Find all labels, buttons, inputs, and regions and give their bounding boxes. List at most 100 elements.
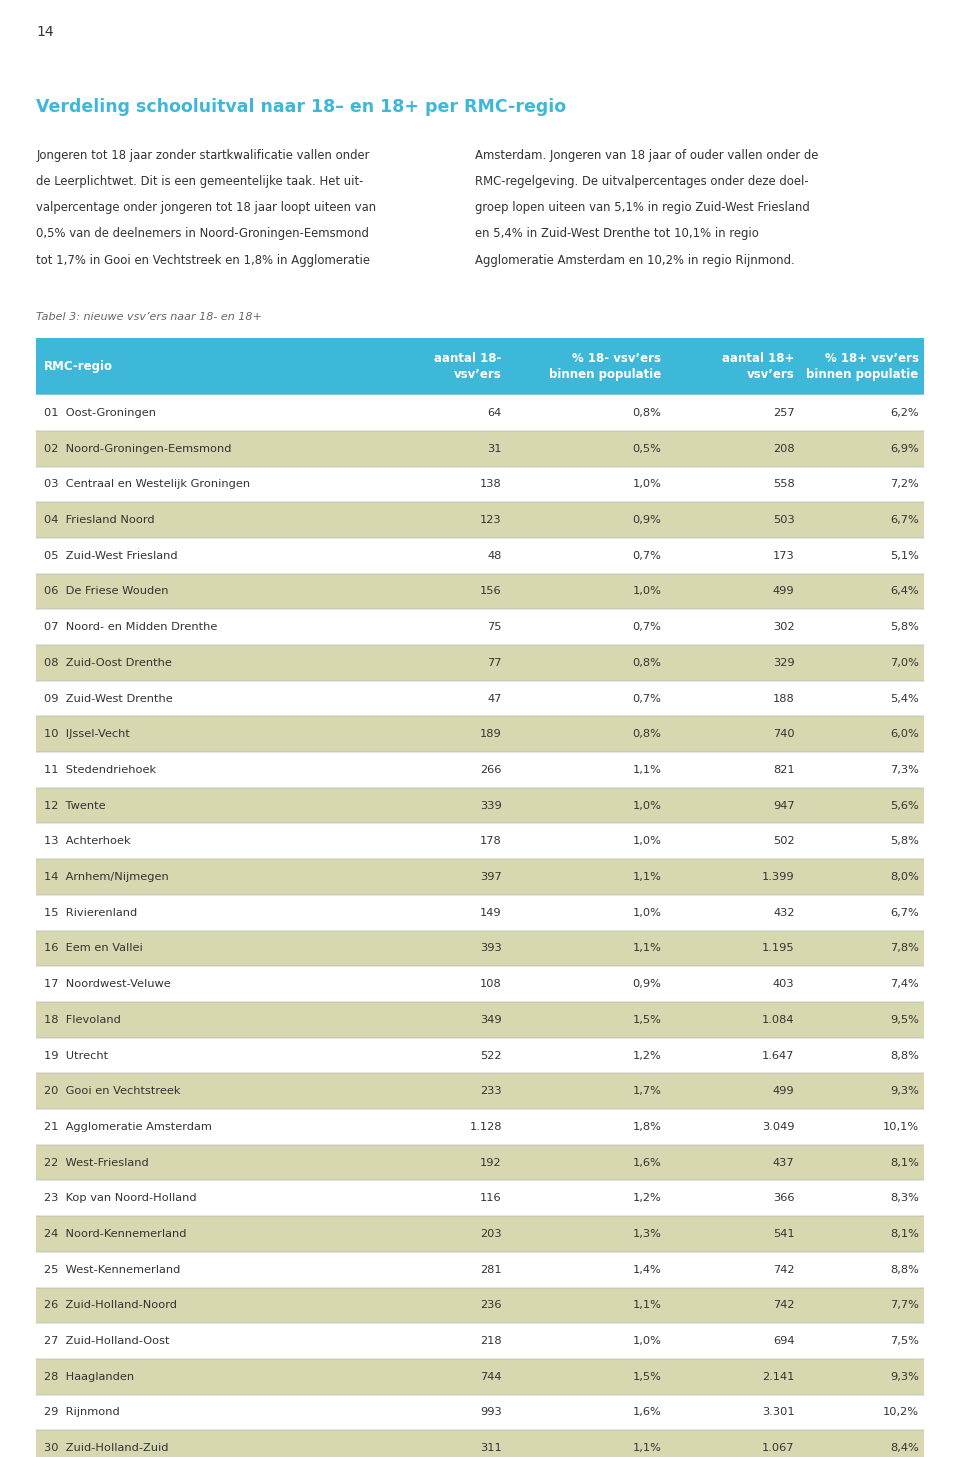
- Text: RMC-regio: RMC-regio: [44, 360, 113, 373]
- Text: 1,4%: 1,4%: [633, 1265, 661, 1275]
- Text: 993: 993: [480, 1407, 502, 1418]
- Text: 0,7%: 0,7%: [633, 551, 661, 561]
- Text: tot 1,7% in Gooi en Vechtstreek en 1,8% in Agglomeratie: tot 1,7% in Gooi en Vechtstreek en 1,8% …: [36, 254, 371, 267]
- Text: 28  Haaglanden: 28 Haaglanden: [44, 1372, 134, 1381]
- Bar: [36, 1037, 924, 1074]
- Text: 7,4%: 7,4%: [890, 979, 919, 989]
- Text: 108: 108: [480, 979, 502, 989]
- Text: 5,8%: 5,8%: [890, 622, 919, 632]
- Bar: [36, 966, 924, 1002]
- Text: RMC-regelgeving. De uitvalpercentages onder deze doel-: RMC-regelgeving. De uitvalpercentages on…: [475, 175, 809, 188]
- Bar: [36, 431, 924, 466]
- Text: 13  Achterhoek: 13 Achterhoek: [44, 836, 131, 847]
- Text: 393: 393: [480, 944, 502, 953]
- Text: 03  Centraal en Westelijk Groningen: 03 Centraal en Westelijk Groningen: [44, 479, 251, 490]
- Text: 14: 14: [36, 25, 54, 39]
- Bar: [36, 338, 924, 395]
- Bar: [36, 1431, 924, 1457]
- Text: 1,0%: 1,0%: [633, 587, 661, 596]
- Text: Agglomeratie Amsterdam en 10,2% in regio Rijnmond.: Agglomeratie Amsterdam en 10,2% in regio…: [475, 254, 795, 267]
- Text: 1,8%: 1,8%: [633, 1122, 661, 1132]
- Text: 1,1%: 1,1%: [633, 765, 661, 775]
- Bar: [36, 1359, 924, 1394]
- Text: 0,7%: 0,7%: [633, 622, 661, 632]
- Text: 29  Rijnmond: 29 Rijnmond: [44, 1407, 120, 1418]
- Text: 1,0%: 1,0%: [633, 479, 661, 490]
- Text: 257: 257: [773, 408, 795, 418]
- Text: 744: 744: [480, 1372, 502, 1381]
- Text: 27  Zuid-Holland-Oost: 27 Zuid-Holland-Oost: [44, 1336, 170, 1346]
- Text: 26  Zuid-Holland-Noord: 26 Zuid-Holland-Noord: [44, 1301, 178, 1310]
- Text: 11  Stedendriehoek: 11 Stedendriehoek: [44, 765, 156, 775]
- Bar: [36, 823, 924, 860]
- Text: 0,8%: 0,8%: [633, 659, 661, 667]
- Text: 20  Gooi en Vechtstreek: 20 Gooi en Vechtstreek: [44, 1087, 180, 1096]
- Bar: [36, 1252, 924, 1288]
- Text: 437: 437: [773, 1158, 795, 1167]
- Text: 6,2%: 6,2%: [890, 408, 919, 418]
- Text: 05  Zuid-West Friesland: 05 Zuid-West Friesland: [44, 551, 178, 561]
- Text: 5,8%: 5,8%: [890, 836, 919, 847]
- Bar: [36, 717, 924, 752]
- Bar: [36, 895, 924, 931]
- Text: 156: 156: [480, 587, 502, 596]
- Bar: [36, 645, 924, 680]
- Text: 302: 302: [773, 622, 795, 632]
- Text: 329: 329: [773, 659, 795, 667]
- Text: 7,7%: 7,7%: [890, 1301, 919, 1310]
- Text: 48: 48: [488, 551, 502, 561]
- Text: 23  Kop van Noord-Holland: 23 Kop van Noord-Holland: [44, 1193, 197, 1203]
- Text: 9,3%: 9,3%: [890, 1087, 919, 1096]
- Bar: [36, 1074, 924, 1109]
- Text: 8,0%: 8,0%: [890, 873, 919, 881]
- Text: 06  De Friese Wouden: 06 De Friese Wouden: [44, 587, 169, 596]
- Text: 8,8%: 8,8%: [890, 1265, 919, 1275]
- Bar: [36, 1109, 924, 1145]
- Text: 5,6%: 5,6%: [890, 801, 919, 810]
- Text: en 5,4% in Zuid-West Drenthe tot 10,1% in regio: en 5,4% in Zuid-West Drenthe tot 10,1% i…: [475, 227, 759, 240]
- Bar: [36, 609, 924, 645]
- Text: 0,8%: 0,8%: [633, 408, 661, 418]
- Text: 14  Arnhem/Nijmegen: 14 Arnhem/Nijmegen: [44, 873, 169, 881]
- Text: 1,6%: 1,6%: [633, 1158, 661, 1167]
- Text: 522: 522: [480, 1050, 502, 1061]
- Text: 233: 233: [480, 1087, 502, 1096]
- Text: 1,2%: 1,2%: [633, 1050, 661, 1061]
- Text: 7,0%: 7,0%: [890, 659, 919, 667]
- Text: 8,8%: 8,8%: [890, 1050, 919, 1061]
- Text: 02  Noord-Groningen-Eemsmond: 02 Noord-Groningen-Eemsmond: [44, 444, 231, 453]
- Text: 1,3%: 1,3%: [633, 1230, 661, 1238]
- Text: 0,7%: 0,7%: [633, 694, 661, 704]
- Bar: [36, 860, 924, 895]
- Bar: [36, 931, 924, 966]
- Text: 1,7%: 1,7%: [633, 1087, 661, 1096]
- Text: 541: 541: [773, 1230, 795, 1238]
- Text: 64: 64: [488, 408, 502, 418]
- Text: 821: 821: [773, 765, 795, 775]
- Text: 47: 47: [488, 694, 502, 704]
- Text: 1,1%: 1,1%: [633, 873, 661, 881]
- Bar: [36, 788, 924, 823]
- Text: 0,5%: 0,5%: [633, 444, 661, 453]
- Text: 1,0%: 1,0%: [633, 908, 661, 918]
- Text: aantal 18+
vsv’ers: aantal 18+ vsv’ers: [722, 353, 795, 382]
- Text: 740: 740: [773, 730, 795, 739]
- Text: 0,5% van de deelnemers in Noord-Groningen-Eemsmond: 0,5% van de deelnemers in Noord-Groninge…: [36, 227, 370, 240]
- Text: 1.647: 1.647: [762, 1050, 795, 1061]
- Text: 173: 173: [773, 551, 795, 561]
- Text: 742: 742: [773, 1301, 795, 1310]
- Text: 1,5%: 1,5%: [633, 1016, 661, 1024]
- Text: 149: 149: [480, 908, 502, 918]
- Text: 9,5%: 9,5%: [890, 1016, 919, 1024]
- Text: groep lopen uiteen van 5,1% in regio Zuid-West Friesland: groep lopen uiteen van 5,1% in regio Zui…: [475, 201, 810, 214]
- Text: 6,4%: 6,4%: [890, 587, 919, 596]
- Text: 349: 349: [480, 1016, 502, 1024]
- Text: valpercentage onder jongeren tot 18 jaar loopt uiteen van: valpercentage onder jongeren tot 18 jaar…: [36, 201, 376, 214]
- Bar: [36, 1323, 924, 1359]
- Text: 188: 188: [773, 694, 795, 704]
- Text: 7,8%: 7,8%: [890, 944, 919, 953]
- Text: Amsterdam. Jongeren van 18 jaar of ouder vallen onder de: Amsterdam. Jongeren van 18 jaar of ouder…: [475, 149, 819, 162]
- Text: 16  Eem en Vallei: 16 Eem en Vallei: [44, 944, 143, 953]
- Text: 178: 178: [480, 836, 502, 847]
- Text: 1.399: 1.399: [762, 873, 795, 881]
